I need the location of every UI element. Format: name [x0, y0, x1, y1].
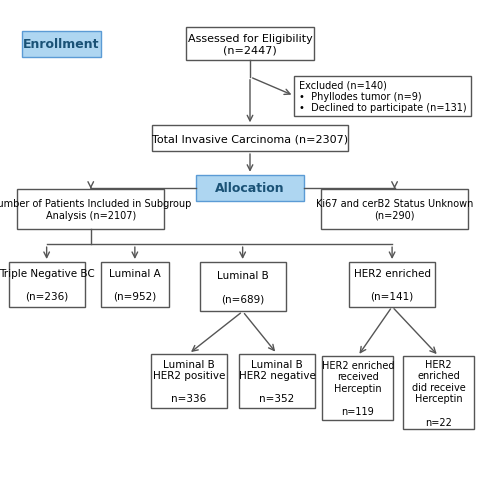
FancyBboxPatch shape: [349, 263, 435, 307]
Text: Luminal B
HER2 negative

n=352: Luminal B HER2 negative n=352: [238, 359, 316, 404]
Text: Triple Negative BC

(n=236): Triple Negative BC (n=236): [0, 268, 94, 301]
FancyBboxPatch shape: [186, 28, 314, 61]
Text: Total Invasive Carcinoma (n=2307): Total Invasive Carcinoma (n=2307): [152, 134, 348, 144]
Text: HER2
enriched
did receive
Herceptin

n=22: HER2 enriched did receive Herceptin n=22: [412, 359, 466, 427]
FancyBboxPatch shape: [403, 357, 474, 429]
Text: Assessed for Eligibility
(n=2447): Assessed for Eligibility (n=2447): [188, 34, 312, 56]
Text: Enrollment: Enrollment: [23, 38, 100, 51]
Text: HER2 enriched
received
Herceptin

n=119: HER2 enriched received Herceptin n=119: [322, 360, 394, 416]
Text: Excluded (n=140)
•  Phyllodes tumor (n=9)
•  Declined to participate (n=131): Excluded (n=140) • Phyllodes tumor (n=9)…: [299, 80, 466, 113]
FancyBboxPatch shape: [322, 357, 394, 420]
FancyBboxPatch shape: [100, 263, 169, 307]
FancyBboxPatch shape: [8, 263, 85, 307]
FancyBboxPatch shape: [239, 354, 315, 408]
Text: Luminal A

(n=952): Luminal A (n=952): [109, 268, 160, 301]
Text: HER2 enriched

(n=141): HER2 enriched (n=141): [354, 268, 430, 301]
FancyBboxPatch shape: [200, 263, 286, 312]
Text: Luminal B
HER2 positive

n=336: Luminal B HER2 positive n=336: [152, 359, 225, 404]
Text: Allocation: Allocation: [215, 182, 285, 195]
FancyBboxPatch shape: [321, 190, 468, 229]
Text: Luminal B

(n=689): Luminal B (n=689): [217, 270, 268, 304]
FancyBboxPatch shape: [22, 32, 101, 58]
FancyBboxPatch shape: [151, 354, 226, 408]
Text: Ki67 and cerB2 Status Unknown
(n=290): Ki67 and cerB2 Status Unknown (n=290): [316, 199, 473, 220]
FancyBboxPatch shape: [17, 190, 164, 229]
Text: Number of Patients Included in Subgroup
Analysis (n=2107): Number of Patients Included in Subgroup …: [0, 199, 192, 220]
FancyBboxPatch shape: [196, 175, 304, 201]
FancyBboxPatch shape: [294, 76, 470, 117]
FancyBboxPatch shape: [152, 126, 348, 152]
